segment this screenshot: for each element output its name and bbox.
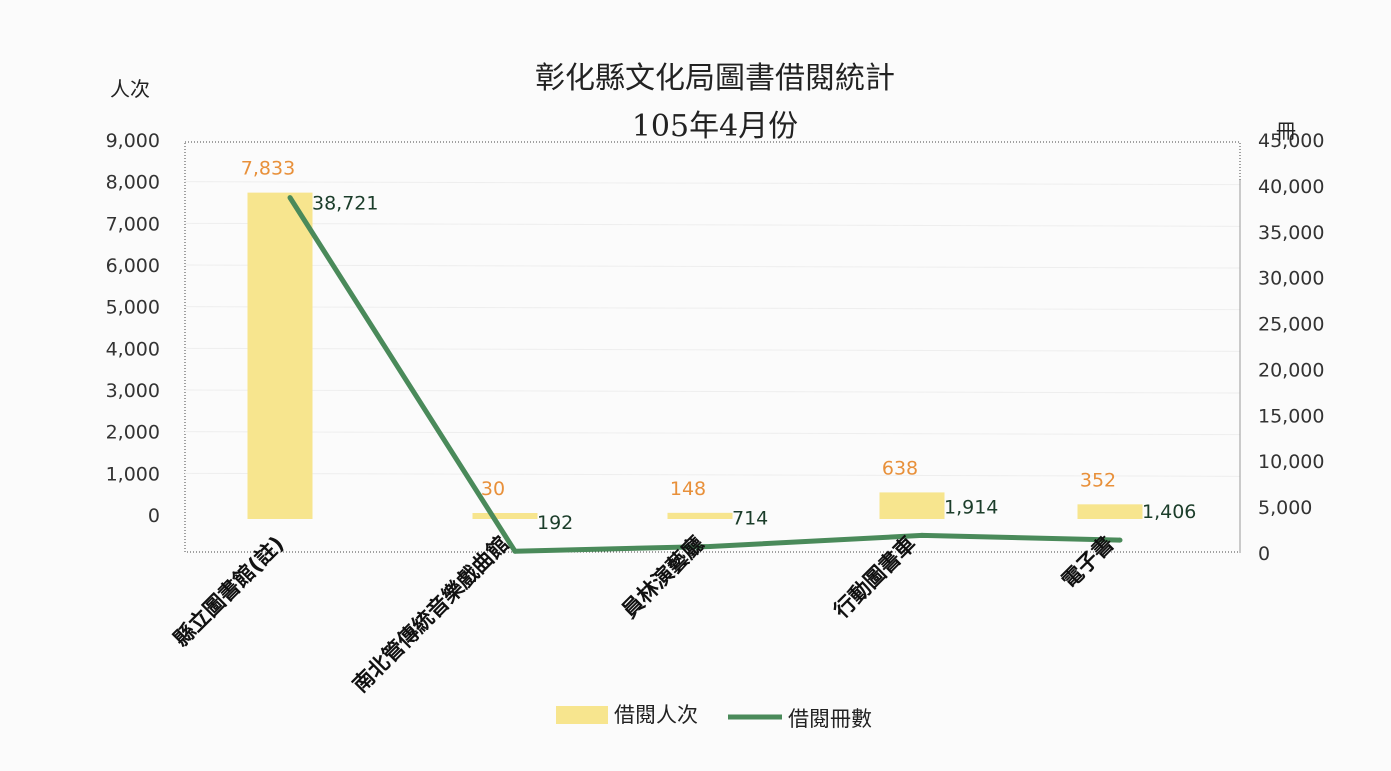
- y-tick-label: 4,000: [106, 338, 160, 360]
- y-tick-label: 7,000: [106, 213, 160, 235]
- category-label: 行動圖書車: [829, 532, 921, 624]
- y2-tick-label: 20,000: [1258, 359, 1324, 381]
- bar: [247, 192, 313, 519]
- bar-data-label: 148: [670, 478, 706, 500]
- bar: [667, 512, 733, 519]
- bar-data-label: 352: [1080, 469, 1116, 491]
- y2-tick-label: 25,000: [1258, 314, 1324, 336]
- line-data-label: 714: [732, 507, 768, 529]
- y2-tick-label: 30,000: [1258, 268, 1324, 290]
- line-data-label: 38,721: [312, 193, 378, 215]
- gridlines: [184, 141, 1241, 553]
- y2-tick-label: 0: [1258, 543, 1270, 565]
- legend-bar-swatch: [556, 706, 608, 724]
- line-series: 38,721 192 714 1,914 1,406: [287, 193, 1196, 554]
- y-tick-label: 5,000: [106, 297, 160, 319]
- category-label: 縣立圖書館(註): [169, 532, 289, 652]
- y-tick-label: 6,000: [106, 255, 160, 277]
- gridline: [184, 264, 1241, 269]
- y-tick-label: 9,000: [106, 130, 160, 152]
- y-tick-label: 8,000: [106, 172, 160, 194]
- bar-series: 7,833 30 148 638 352: [241, 158, 1143, 519]
- bar: [1077, 504, 1143, 519]
- gridline: [184, 222, 1241, 227]
- line-data-label: 192: [537, 512, 573, 534]
- bar: [879, 492, 945, 519]
- y-tick-label: 0: [148, 505, 160, 527]
- legend-line-label: 借閱冊數: [788, 707, 872, 731]
- bar-data-label: 30: [481, 478, 505, 500]
- gridline: [184, 306, 1241, 311]
- category-label: 南北管傳統音樂戲曲館: [348, 532, 513, 697]
- y2-tick-label: 10,000: [1258, 451, 1324, 473]
- y2-tick-label: 35,000: [1258, 222, 1324, 244]
- legend-bar-label: 借閱人次: [614, 703, 698, 727]
- gridline: [184, 431, 1241, 436]
- chart-title: 彰化縣文化局圖書借閱統計: [535, 61, 895, 96]
- line-point: [707, 543, 713, 549]
- y-tick-label: 3,000: [106, 380, 160, 402]
- gridline: [184, 347, 1241, 352]
- bar-data-label: 638: [882, 457, 918, 479]
- y-tick-label: 2,000: [106, 422, 160, 444]
- bar: [472, 513, 538, 519]
- gridline: [184, 472, 1241, 477]
- chart-subtitle: 105年4月份: [632, 109, 798, 144]
- line-point: [512, 548, 518, 554]
- y2-tick-label: 40,000: [1258, 176, 1324, 198]
- y-axis-label: 人次: [110, 77, 150, 101]
- bar-data-label: 7,833: [241, 158, 295, 180]
- line-data-label: 1,914: [944, 496, 998, 518]
- gridline: [184, 181, 1241, 186]
- y2-axis-label: 冊: [1276, 119, 1296, 143]
- line-point: [919, 532, 925, 538]
- y2-tick-label: 15,000: [1258, 405, 1324, 427]
- legend: 借閱人次 借閱冊數: [556, 703, 872, 731]
- line-point: [287, 195, 293, 201]
- gridline: [184, 389, 1241, 394]
- line-point: [1117, 537, 1123, 543]
- y2-tick-label: 5,000: [1258, 497, 1312, 519]
- line-data-label: 1,406: [1142, 501, 1196, 523]
- y2-tick-label: 45,000: [1258, 130, 1324, 152]
- y-tick-label: 1,000: [106, 463, 160, 485]
